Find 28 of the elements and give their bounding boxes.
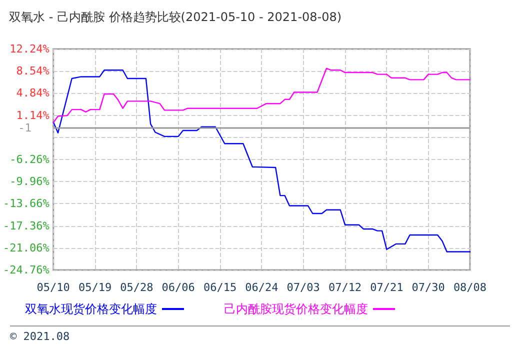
x-tick-label: 05/28: [120, 281, 154, 294]
y-tick-label: -6.26%: [10, 153, 50, 166]
chart-title: 双氧水 - 己内酰胺 价格趋势比较(2021-05-10 - 2021-08-08): [9, 10, 342, 24]
ref-line-label: -1: [18, 122, 32, 135]
line-series: [52, 68, 471, 124]
x-tick-label: 06/15: [203, 281, 237, 294]
legend-label: 己内酰胺现货价格变化幅度: [224, 302, 368, 316]
y-tick-label: -21.06%: [3, 241, 50, 254]
legend-label: 双氧水现货价格变化幅度: [25, 302, 157, 316]
x-tick-label: 05/10: [36, 281, 70, 294]
x-tick-label: 05/19: [78, 281, 112, 294]
y-tick-label: 1.14%: [16, 108, 50, 122]
line-series: [52, 70, 471, 252]
x-tick-label: 07/12: [328, 281, 362, 294]
x-tick-label: 07/03: [286, 281, 320, 294]
y-tick-label: -13.66%: [3, 197, 50, 210]
x-tick-label: 06/24: [245, 281, 279, 294]
x-tick-label: 07/21: [370, 281, 404, 294]
y-tick-label: 8.54%: [16, 64, 50, 78]
y-tick-label: -9.96%: [10, 175, 50, 188]
text: © 2021.08: [10, 330, 70, 343]
x-tick-label: 06/06: [162, 281, 195, 294]
x-tick-label: 08/08: [453, 281, 487, 294]
x-tick-label: 07/30: [412, 281, 445, 294]
y-tick-label: -24.76%: [3, 264, 50, 276]
y-tick-label: 12.24%: [10, 42, 50, 56]
y-tick-label: -17.36%: [3, 219, 50, 232]
y-tick-label: 4.84%: [16, 86, 50, 100]
